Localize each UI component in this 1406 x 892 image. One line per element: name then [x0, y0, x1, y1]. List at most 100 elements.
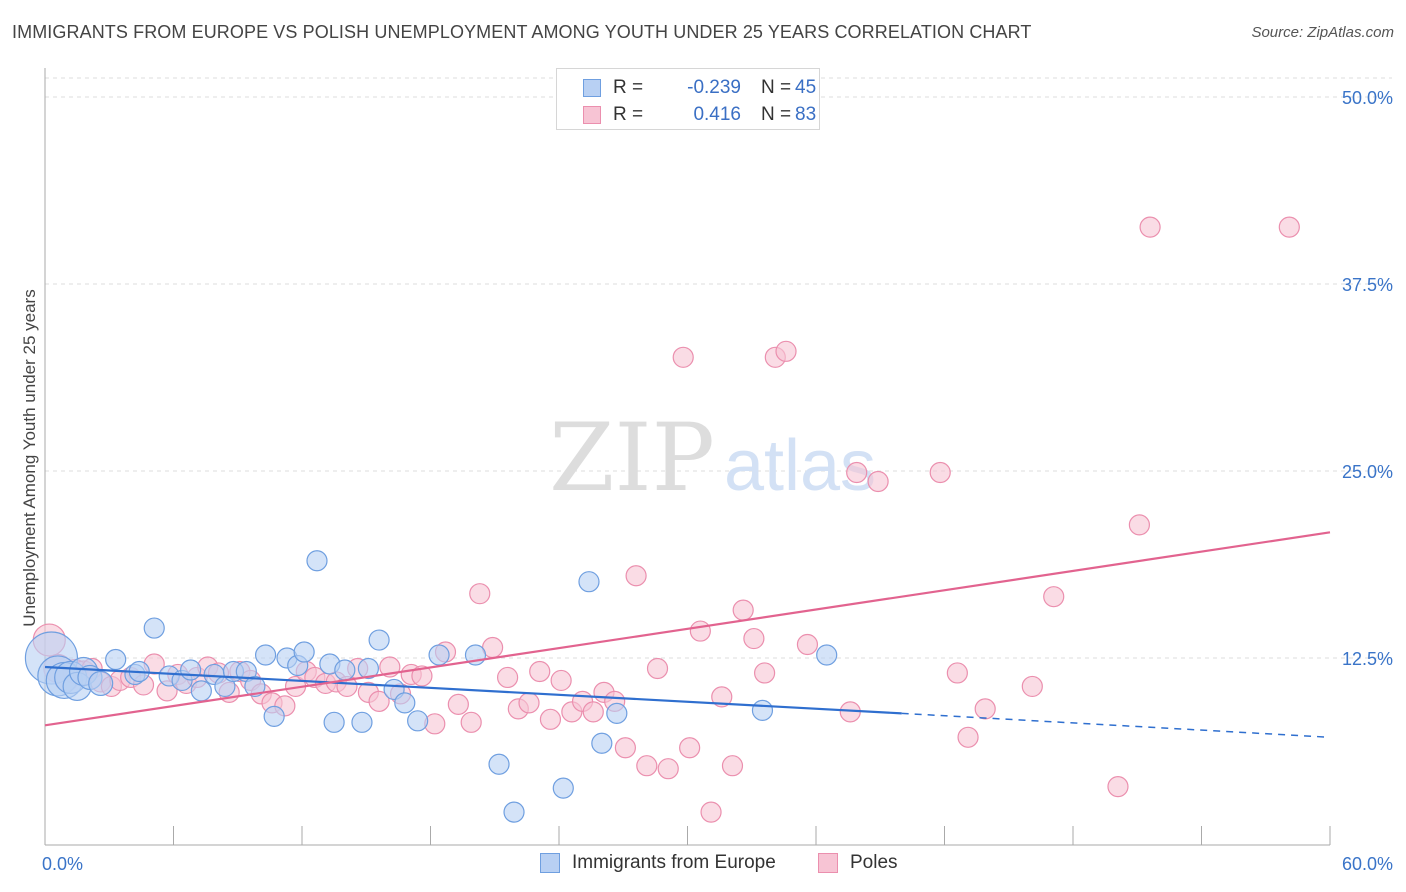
axes — [44, 68, 1331, 846]
correlation-legend: R = -0.239 N = 45 R = 0.416 N = 83 — [556, 68, 820, 130]
gridlines — [45, 77, 1392, 659]
point-poles — [636, 755, 658, 777]
trend-line-poles — [44, 531, 1331, 727]
point-immigrants-from-europe — [143, 617, 165, 639]
tick-labels: 12.5% 25.0% 37.5% 50.0% 0.0% 60.0% — [42, 88, 1393, 874]
point-immigrants-from-europe — [334, 659, 356, 681]
legend-r-value: -0.239 — [687, 77, 741, 98]
point-immigrants-from-europe — [351, 711, 373, 733]
point-poles — [946, 662, 968, 684]
point-immigrants-from-europe — [306, 550, 328, 572]
point-poles — [550, 669, 572, 692]
point-poles — [711, 686, 733, 708]
data-points — [24, 216, 1300, 823]
point-immigrants-from-europe — [88, 670, 114, 697]
point-immigrants-from-europe — [368, 629, 390, 651]
bottom-legend-swatch-pink — [818, 853, 838, 873]
point-poles — [539, 708, 562, 730]
legend-r-label: R = — [613, 77, 644, 98]
chart-source: Source: ZipAtlas.com — [1251, 24, 1394, 41]
point-poles — [1128, 514, 1150, 536]
point-immigrants-from-europe — [254, 644, 277, 666]
point-immigrants-from-europe — [488, 753, 510, 775]
legend-n-value: 83 — [795, 104, 817, 125]
point-poles — [732, 599, 754, 621]
point-immigrants-from-europe — [503, 801, 525, 823]
y-tick-label: 37.5% — [1342, 275, 1393, 295]
y-axis-label: Unemployment Among Youth under 25 years — [20, 289, 39, 627]
point-poles — [460, 711, 482, 733]
point-poles — [582, 701, 604, 723]
point-poles — [775, 340, 797, 362]
point-immigrants-from-europe — [407, 710, 429, 732]
point-poles — [753, 662, 776, 684]
point-poles — [846, 461, 868, 484]
point-poles — [672, 346, 694, 368]
point-immigrants-from-europe — [190, 680, 212, 702]
trend-line-immigrants — [44, 665, 902, 715]
point-poles — [529, 660, 551, 683]
watermark: ZIP atlas — [549, 404, 876, 513]
y-tick-label: 50.0% — [1342, 88, 1393, 108]
point-poles — [518, 692, 540, 714]
point-poles — [679, 737, 701, 759]
point-poles — [1021, 675, 1043, 698]
bottom-legend-swatch-blue — [540, 853, 560, 873]
point-poles — [657, 758, 679, 780]
legend-n-label: N = — [761, 104, 792, 125]
point-poles — [689, 620, 711, 642]
point-poles — [957, 726, 979, 748]
point-poles — [867, 470, 889, 493]
point-poles — [796, 633, 819, 656]
point-immigrants-from-europe — [323, 711, 345, 733]
point-immigrants-from-europe — [244, 675, 266, 698]
point-poles — [1139, 216, 1161, 238]
legend-swatch-pink — [583, 106, 601, 124]
point-poles — [1278, 216, 1300, 238]
point-poles — [625, 565, 647, 587]
point-poles — [721, 755, 744, 777]
legend-r-label: R = — [613, 104, 644, 125]
x-tick-label: 60.0% — [1342, 854, 1393, 874]
point-immigrants-from-europe — [552, 777, 574, 799]
point-poles — [447, 693, 469, 715]
point-poles — [974, 698, 996, 720]
legend-swatch-blue — [583, 79, 601, 97]
point-poles — [1107, 776, 1129, 798]
point-poles — [368, 690, 390, 712]
watermark-zip: ZIP — [549, 404, 715, 513]
point-immigrants-from-europe — [180, 659, 202, 681]
point-poles — [469, 583, 491, 605]
point-poles — [743, 627, 765, 650]
point-immigrants-from-europe — [263, 705, 285, 727]
point-poles — [614, 737, 636, 759]
point-immigrants-from-europe — [816, 644, 838, 666]
point-poles — [411, 665, 433, 687]
legend-r-value: 0.416 — [693, 104, 741, 125]
bottom-legend-label: Immigrants from Europe — [572, 852, 776, 873]
trend-line-immigrants-extension — [901, 712, 1331, 739]
point-immigrants-from-europe — [105, 648, 127, 671]
point-poles — [1043, 586, 1065, 608]
x-tick-label: 0.0% — [42, 854, 83, 874]
point-poles — [646, 657, 669, 680]
point-poles — [497, 666, 519, 689]
chart-title: IMMIGRANTS FROM EUROPE VS POLISH UNEMPLO… — [12, 22, 1032, 42]
point-immigrants-from-europe — [606, 702, 628, 724]
trend-lines — [44, 531, 1331, 739]
point-immigrants-from-europe — [428, 644, 450, 666]
y-tick-label: 25.0% — [1342, 462, 1393, 482]
point-immigrants-from-europe — [357, 657, 379, 680]
point-immigrants-from-europe — [591, 732, 613, 754]
point-immigrants-from-europe — [293, 641, 315, 663]
point-poles — [700, 801, 722, 823]
legend-n-value: 45 — [795, 77, 817, 98]
point-poles — [929, 461, 951, 484]
bottom-legend-label: Poles — [850, 852, 898, 873]
point-immigrants-from-europe — [578, 571, 600, 593]
point-immigrants-from-europe — [394, 692, 416, 714]
y-tick-label: 12.5% — [1342, 649, 1393, 669]
legend-n-label: N = — [761, 77, 792, 98]
point-immigrants-from-europe — [751, 699, 774, 721]
